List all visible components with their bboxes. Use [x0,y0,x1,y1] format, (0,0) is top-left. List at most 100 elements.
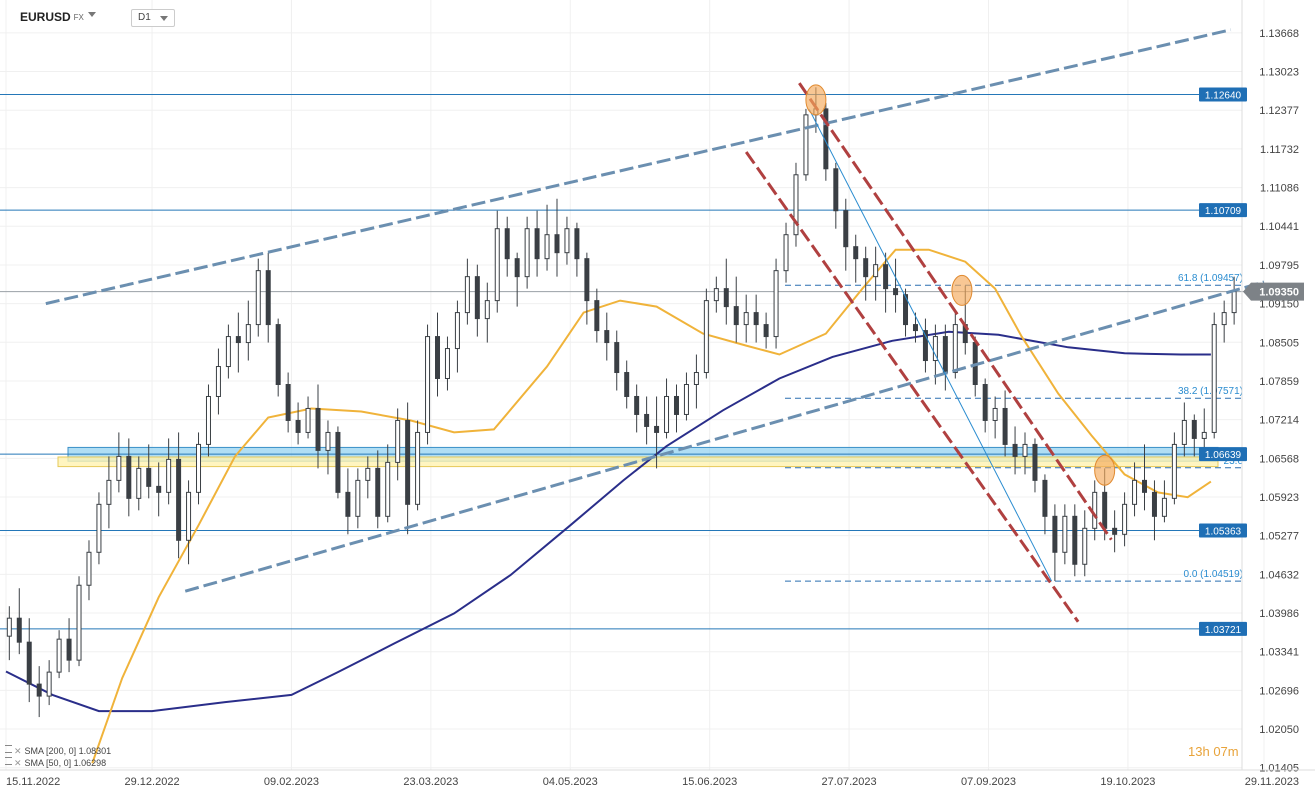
time-tick-label: 27.07.2023 [822,776,877,788]
candle-body [1161,497,1167,517]
close-icon[interactable]: ✕ [14,758,22,768]
candle [305,396,311,439]
candle [893,258,899,313]
candle-body [524,228,530,278]
timeframe-selector[interactable]: D1 [131,9,175,27]
candle-body [1181,419,1187,445]
candle [395,408,401,481]
candle [1151,480,1157,541]
candle [6,606,12,661]
time-tick-label: 15.06.2023 [682,776,737,788]
candle-body [186,491,192,541]
candle-body [793,174,799,236]
highlight-marker [951,274,973,306]
candle [703,288,709,379]
fib-label: 23.6 [1224,456,1244,467]
chart-toolbar: EURUSD FX D1 [0,0,1240,30]
timeframe-label: D1 [138,12,151,23]
time-tick-label: 15.11.2022 [6,776,60,788]
candle-body [136,467,142,499]
candle [56,630,62,679]
candle [205,384,211,457]
time-tick-label: 19.10.2023 [1100,776,1155,788]
time-tick-label: 07.09.2023 [961,776,1016,788]
candle-body [205,395,211,445]
candle-body [1082,527,1088,565]
candle-body [355,479,361,517]
close-icon[interactable]: ✕ [14,746,22,756]
candle [285,372,291,433]
fib-label: 38.2 (1.07571) [1178,386,1243,397]
candle [584,252,590,325]
candle-body [594,300,600,332]
level-tag [1199,203,1247,218]
candle [1062,504,1068,565]
candle [1112,510,1118,553]
chevron-down-icon[interactable] [88,12,96,17]
indicator-settings-icon[interactable] [5,757,12,765]
candle-body [992,407,998,421]
candle-body [873,264,879,278]
candle [1012,426,1018,475]
candle [992,396,998,439]
horizontal-levels [0,93,1248,630]
candle [634,384,640,433]
candle-body [325,431,331,451]
candle [335,426,341,499]
legend-row-sma200[interactable]: ✕ SMA [200, 0] 1.08301 [5,745,111,757]
candle-body [1112,527,1118,535]
candles [6,87,1237,718]
candle-body [1191,419,1197,439]
level-labels: 1.12640 1.10709 1.06639 1.05363 1.03721 1.093… [1199,87,1304,636]
candle [514,252,520,307]
price-tick-label: 1.01405 [1259,763,1299,775]
candle [405,402,411,535]
fib-label: 61.8 (1.09457) [1178,273,1243,284]
price-tick-label: 1.12377 [1259,105,1299,117]
candle [803,108,809,181]
candle [454,300,460,373]
time-tick-label: 04.05.2023 [543,776,598,788]
candle [1221,300,1227,343]
candle [295,402,301,445]
candle-body [863,258,869,278]
candle-body [853,246,859,260]
candle [793,162,799,247]
candle [1122,492,1128,547]
candle-body [713,288,719,302]
candle-body [415,431,421,505]
countdown-minutes: 07m [1213,744,1239,759]
current-price-label: 1.09350 [1259,287,1299,299]
candle-body [36,683,42,697]
candle [325,420,331,475]
candle [186,480,192,565]
trendlines [45,28,1265,623]
sma-50-line [91,248,1212,764]
price-tick-label: 1.03341 [1259,647,1299,659]
candle [654,396,660,469]
candle [494,210,500,313]
candle [853,234,859,283]
level-tag-label: 1.10709 [1205,206,1242,217]
symbol-selector[interactable]: EURUSD FX [20,10,84,24]
candle [245,300,251,361]
legend-row-sma50[interactable]: ✕ SMA [50, 0] 1.06298 [5,757,111,769]
candle [524,216,530,289]
lower-channel [184,280,1265,593]
time-tick-label: 23.03.2023 [403,776,458,788]
candle [673,384,679,433]
candle [275,318,281,397]
candle-body [514,258,520,278]
candle [166,438,172,505]
indicator-settings-icon[interactable] [5,745,12,753]
candle-body [1221,312,1227,326]
candle [843,198,849,271]
candle-body [1231,291,1237,314]
level-tag-label: 1.12640 [1205,90,1242,101]
candle-body [534,228,540,260]
current-price-tag [1243,282,1304,301]
candle-body [146,467,152,487]
candle-body [1022,443,1028,457]
level-tag-label: 1.06639 [1205,450,1242,461]
